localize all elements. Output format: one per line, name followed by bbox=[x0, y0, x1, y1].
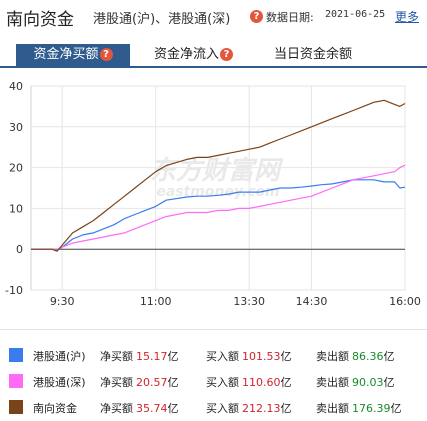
unit: 亿 bbox=[167, 350, 179, 363]
x-tick-label: 16:00 bbox=[389, 295, 421, 308]
legend-swatch bbox=[9, 400, 23, 414]
x-tick-label: 11:00 bbox=[140, 295, 172, 308]
unit: 亿 bbox=[167, 376, 179, 389]
net-buy-number: 35.74 bbox=[136, 402, 168, 415]
buy-label: 买入额 bbox=[206, 350, 239, 363]
tab-net-buy-label: 资金净买额 bbox=[33, 47, 99, 62]
x-tick-label: 9:30 bbox=[50, 295, 75, 308]
header: 南向资金 港股通(沪)、港股通(深) ? 数据日期: 2021-06-25 更多 bbox=[0, 0, 427, 34]
tab-net-buy[interactable]: 资金净买额? bbox=[16, 44, 130, 66]
watermark-text: 东方财富网 bbox=[150, 156, 284, 186]
tab-bar: 资金净买额? 资金净流入? 当日资金余额 bbox=[0, 44, 427, 68]
divider bbox=[0, 329, 427, 330]
series-line-hk-sz bbox=[31, 164, 406, 251]
tab-net-inflow-label: 资金净流入 bbox=[154, 47, 220, 62]
unit: 亿 bbox=[167, 402, 179, 415]
sell-label: 卖出额 bbox=[316, 376, 349, 389]
y-tick-label: -10 bbox=[5, 284, 23, 297]
watermark-subtext: eastmoney.com bbox=[156, 184, 279, 200]
series-line-southbound bbox=[31, 99, 406, 252]
buy-value: 110.60亿 bbox=[242, 374, 292, 390]
net-buy-value: 20.57亿 bbox=[136, 374, 179, 390]
unit: 亿 bbox=[390, 402, 402, 415]
page-subtitle: 港股通(沪)、港股通(深) bbox=[93, 12, 231, 27]
sell-number: 86.36 bbox=[352, 350, 384, 363]
legend-swatch bbox=[9, 374, 23, 388]
tab-daily-balance[interactable]: 当日资金余额 bbox=[274, 44, 352, 66]
line-chart: -10 0 10 20 30 40 9:30 11:00 13:30 14:30 16:00 东方财富… bbox=[5, 80, 421, 308]
net-buy-number: 15.17 bbox=[136, 350, 168, 363]
buy-number: 101.53 bbox=[242, 350, 281, 363]
y-tick-label: 10 bbox=[9, 202, 23, 215]
buy-label: 买入额 bbox=[206, 376, 239, 389]
page-title: 南向资金 bbox=[6, 10, 74, 30]
help-icon[interactable]: ? bbox=[250, 10, 263, 23]
date-label: 数据日期: bbox=[266, 11, 314, 24]
y-tick-label: 30 bbox=[9, 121, 23, 134]
sell-value: 86.36亿 bbox=[352, 348, 395, 364]
date-value: 2021-06-25 bbox=[325, 9, 386, 20]
legend-row-southbound: 南向资金 净买额 35.74亿 买入额 212.13亿 卖出额 176.39亿 bbox=[0, 397, 427, 417]
sell-label: 卖出额 bbox=[316, 402, 349, 415]
net-buy-label: 净买额 bbox=[100, 402, 133, 415]
buy-number: 110.60 bbox=[242, 376, 281, 389]
legend-row-hk-sh: 港股通(沪) 净买额 15.17亿 买入额 101.53亿 卖出额 86.36亿 bbox=[0, 345, 427, 365]
legend-row-hk-sz: 港股通(深) 净买额 20.57亿 买入额 110.60亿 卖出额 90.03亿 bbox=[0, 371, 427, 391]
sell-number: 90.03 bbox=[352, 376, 384, 389]
net-buy-value: 15.17亿 bbox=[136, 348, 179, 364]
y-tick-label: 0 bbox=[16, 243, 23, 256]
unit: 亿 bbox=[383, 350, 395, 363]
legend-swatch bbox=[9, 348, 23, 362]
y-tick-label: 20 bbox=[9, 162, 23, 175]
unit: 亿 bbox=[280, 402, 292, 415]
y-tick-label: 40 bbox=[9, 80, 23, 93]
net-buy-label: 净买额 bbox=[100, 376, 133, 389]
buy-value: 212.13亿 bbox=[242, 400, 292, 416]
plot-area bbox=[30, 85, 406, 291]
net-buy-number: 20.57 bbox=[136, 376, 168, 389]
net-buy-value: 35.74亿 bbox=[136, 400, 179, 416]
sell-label: 卖出额 bbox=[316, 350, 349, 363]
unit: 亿 bbox=[383, 376, 395, 389]
legend-series-name: 港股通(沪) bbox=[33, 350, 86, 363]
legend-series-name: 港股通(深) bbox=[33, 376, 86, 389]
sell-value: 176.39亿 bbox=[352, 400, 402, 416]
buy-label: 买入额 bbox=[206, 402, 239, 415]
tab-daily-balance-label: 当日资金余额 bbox=[274, 47, 353, 62]
buy-number: 212.13 bbox=[242, 402, 281, 415]
unit: 亿 bbox=[280, 350, 292, 363]
net-buy-label: 净买额 bbox=[100, 350, 133, 363]
series-line-hk-sh bbox=[31, 179, 406, 251]
help-icon[interactable]: ? bbox=[220, 48, 234, 61]
buy-value: 101.53亿 bbox=[242, 348, 292, 364]
help-icon[interactable]: ? bbox=[99, 48, 113, 61]
legend-series-name: 南向资金 bbox=[33, 402, 77, 415]
sell-number: 176.39 bbox=[352, 402, 391, 415]
x-tick-label: 14:30 bbox=[296, 295, 328, 308]
unit: 亿 bbox=[280, 376, 292, 389]
sell-value: 90.03亿 bbox=[352, 374, 395, 390]
tab-net-inflow[interactable]: 资金净流入? bbox=[154, 44, 234, 66]
more-link[interactable]: 更多 bbox=[395, 10, 420, 24]
x-tick-label: 13:30 bbox=[233, 295, 265, 308]
